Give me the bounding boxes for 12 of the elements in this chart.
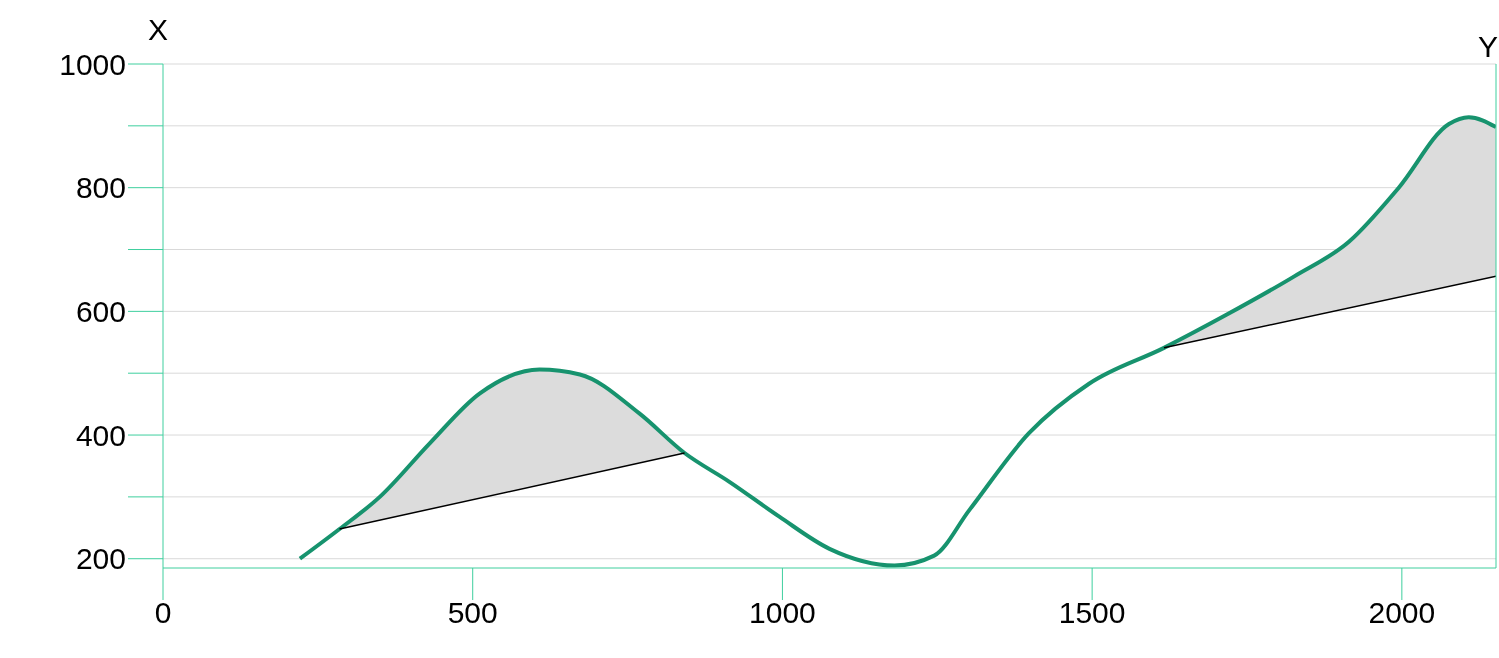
x-tick-label: 1500 [1058,596,1126,630]
y-tick-label: 200 [75,542,126,576]
y-tick-label: 800 [75,171,126,205]
y-tick-label: 400 [75,418,126,452]
x-tick-label: 500 [447,596,498,630]
x-axis-title: Y [1478,30,1499,64]
x-tick-label: 1000 [749,596,816,630]
x-tick-label: 2000 [1368,596,1436,630]
y-tick-label: 1000 [59,47,126,81]
y-axis-title: X [148,13,169,47]
x-tick-label: 0 [154,596,172,630]
y-tick-label: 600 [75,295,126,329]
